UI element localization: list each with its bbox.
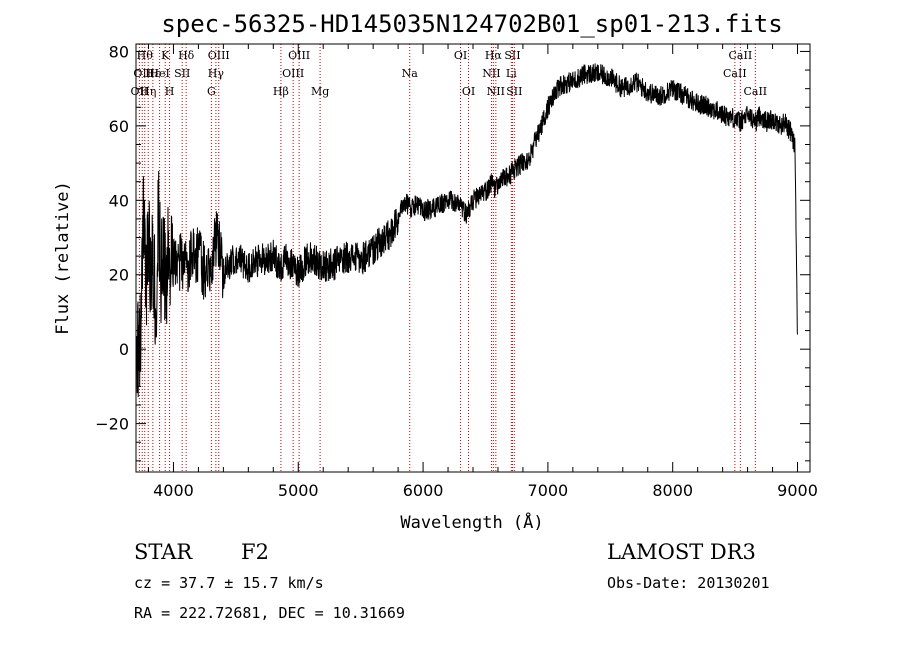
marker-label: NII [482,67,500,80]
y-tick-label: −20 [95,415,129,434]
marker-label: G [207,85,216,98]
marker-label: OII [131,85,149,98]
marker-label: Na [402,67,419,80]
marker-label: OI [462,85,475,98]
x-axis-label: Wavelength (Å) [400,511,543,533]
y-tick-label: 80 [109,42,129,61]
marker-label: SII [506,85,522,98]
x-tick-label: 6000 [403,481,444,500]
chart-title: spec-56325-HD145035N124702B01_sp01-213.f… [161,10,782,38]
marker-label: HeI [149,67,169,80]
marker-label: Li [506,67,517,80]
marker-label: Hδ [178,49,195,62]
marker-label: K [161,49,170,62]
y-axis-label: Flux (relative) [53,181,73,335]
x-tick-label: 4000 [153,481,194,500]
object-subclass: F2 [241,540,269,564]
x-tick-label: 7000 [528,481,569,500]
x-tick-label: 8000 [652,481,693,500]
spectrum-line [135,63,798,398]
marker-label: CaII [729,49,753,62]
marker-label: Hη [140,85,156,98]
y-tick-label: 60 [109,117,129,136]
obs-date: Obs-Date: 20130201 [607,574,770,592]
marker-label: Hγ [208,67,225,80]
marker-label: SII [504,49,520,62]
y-tick-label: 20 [109,266,129,285]
redshift-cz: cz = 37.7 ± 15.7 km/s [134,574,324,592]
marker-label: NII [487,85,505,98]
marker-label: SII [174,67,190,80]
x-tick-label: 5000 [278,481,319,500]
axis-ticks: 4000 5000 6000 7000 8000 9000 −20 0 20 40 60 80 [95,42,818,500]
marker-label: OI [454,49,467,62]
survey-name: LAMOST DR3 [607,540,756,564]
y-tick-label: 40 [109,191,129,210]
x-tick-label: 9000 [777,481,818,500]
series-group [135,63,798,398]
marker-label: CaII [743,85,767,98]
marker-label: Mg [311,85,329,98]
marker-label: OIII [282,67,304,80]
marker-label: OIII [288,49,310,62]
marker-label: CaII [723,67,747,80]
marker-label: Hα [485,49,503,62]
object-class: STAR [134,540,193,564]
marker-label: H [165,85,175,98]
marker-label: Hβ [273,85,289,98]
marker-label: Hθ [137,49,154,62]
y-tick-label: 0 [119,340,129,359]
marker-label: Hε [145,67,161,80]
marker-label: OIII [208,49,230,62]
ra-dec: RA = 222.72681, DEC = 10.31669 [134,604,405,622]
